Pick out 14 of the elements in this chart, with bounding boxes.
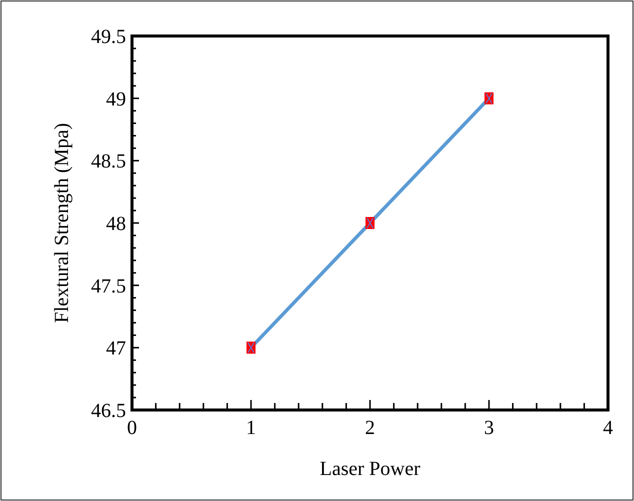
y-tick-label: 48.5 [91, 150, 126, 173]
y-tick-label: 46.5 [91, 400, 126, 422]
x-tick-label: 0 [127, 417, 137, 439]
y-tick-label: 48 [106, 213, 126, 235]
y-tick-label: 49 [106, 88, 126, 110]
y-tick-label: 49.5 [91, 26, 126, 48]
y-tick-label: 47 [106, 338, 126, 360]
x-tick-label: 4 [603, 417, 613, 439]
x-axis-title: Laser Power [320, 458, 421, 480]
x-tick-label: 1 [246, 417, 256, 439]
x-tick-label: 3 [484, 417, 494, 439]
y-tick-label: 47.5 [91, 275, 126, 298]
x-tick-label: 2 [365, 417, 375, 439]
y-axis-title: Flextural Strength (Mpa) [51, 123, 73, 323]
